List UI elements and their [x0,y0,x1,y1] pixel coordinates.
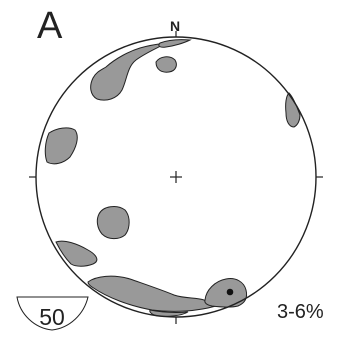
density-region [204,278,248,308]
density-region [285,92,301,128]
panel-label: A [37,5,63,47]
contour-interval-label: 3-6% [277,301,324,323]
density-region [155,56,177,73]
center-mark [170,171,182,183]
density-region [96,206,130,240]
cardinal-ticks [29,31,323,324]
density-region [87,275,217,312]
density-contours [44,39,301,317]
data-count-box: 50 [16,296,89,331]
density-region [44,127,78,165]
density-region [149,309,189,317]
density-region [90,42,167,101]
data-count-frame [16,296,89,331]
maximum-density-point [226,288,234,296]
density-region [55,240,98,267]
density-region [158,39,192,48]
data-count-label: 50 [39,304,65,330]
north-label: N [170,18,180,34]
